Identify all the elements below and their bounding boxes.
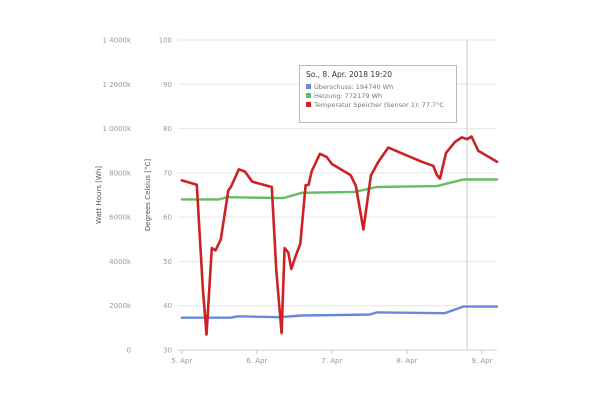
y-axis-right-title: Degrees Celsius [°C] — [144, 159, 152, 232]
series-group — [180, 135, 499, 336]
y-tick-label-celsius: 70 — [163, 169, 172, 177]
y-axis-right-ticks: 30 40 50 60 70 80 90 100 — [159, 37, 172, 355]
y-tick-label-wh: 1 0000k — [102, 125, 131, 133]
x-tick-label: 8. Apr — [396, 357, 417, 365]
legend-swatch-heating — [306, 93, 311, 98]
tooltip-row-temperature-text: Temperatur Speicher (Sensor 1): 77.7°C — [314, 101, 444, 109]
tooltip-title: So., 8. Apr. 2018 19:20 — [306, 70, 393, 79]
x-tick-label: 9. Apr — [471, 357, 492, 365]
legend-swatch-temperature — [306, 102, 311, 107]
tooltip: So., 8. Apr. 2018 19:20 Überschuss: 1947… — [299, 65, 457, 123]
y-tick-label-celsius: 90 — [163, 81, 172, 89]
y-tick-label-celsius: 40 — [163, 302, 172, 310]
y-axis-left-title: Watt Hours [Wh] — [95, 166, 103, 224]
x-axis-ticks: 5. Apr 6. Apr 7. Apr 8. Apr 9. Apr — [171, 350, 493, 365]
y-tick-label-wh: 6000k — [109, 214, 132, 222]
y-tick-label-wh: 4000k — [109, 258, 132, 266]
y-tick-label-celsius: 100 — [159, 37, 172, 45]
series-line-heating[interactable] — [180, 178, 499, 201]
tooltip-row-heating-text: Heizung: 772179 Wh — [314, 92, 383, 100]
tooltip-row-surplus: Überschuss: 194740 Wh — [306, 83, 450, 92]
legend-swatch-surplus — [306, 84, 311, 89]
y-tick-label-wh: 1 4000k — [102, 37, 131, 45]
y-tick-label-celsius: 30 — [163, 347, 172, 355]
tooltip-row-surplus-text: Überschuss: 194740 Wh — [314, 83, 394, 91]
y-tick-label-wh: 2000k — [109, 302, 132, 310]
series-line-temperature[interactable] — [180, 135, 499, 336]
y-tick-label-wh: 8000k — [109, 169, 132, 177]
tooltip-row-temperature: Temperatur Speicher (Sensor 1): 77.7°C — [306, 101, 450, 110]
x-tick-label: 5. Apr — [171, 357, 192, 365]
tooltip-row-heating: Heizung: 772179 Wh — [306, 92, 450, 101]
y-tick-label-celsius: 60 — [163, 214, 172, 222]
y-tick-label-wh: 1 2000k — [102, 81, 131, 89]
y-tick-label-celsius: 80 — [163, 125, 172, 133]
series-line-surplus[interactable] — [180, 305, 499, 319]
y-tick-label-celsius: 50 — [163, 258, 172, 266]
y-tick-label-wh: 0 — [127, 347, 131, 355]
x-tick-label: 7. Apr — [321, 357, 342, 365]
x-tick-label: 6. Apr — [246, 357, 267, 365]
y-axis-left-ticks: 0 2000k 4000k 6000k 8000k 1 0000k 1 2000k 1 400… — [102, 37, 131, 355]
